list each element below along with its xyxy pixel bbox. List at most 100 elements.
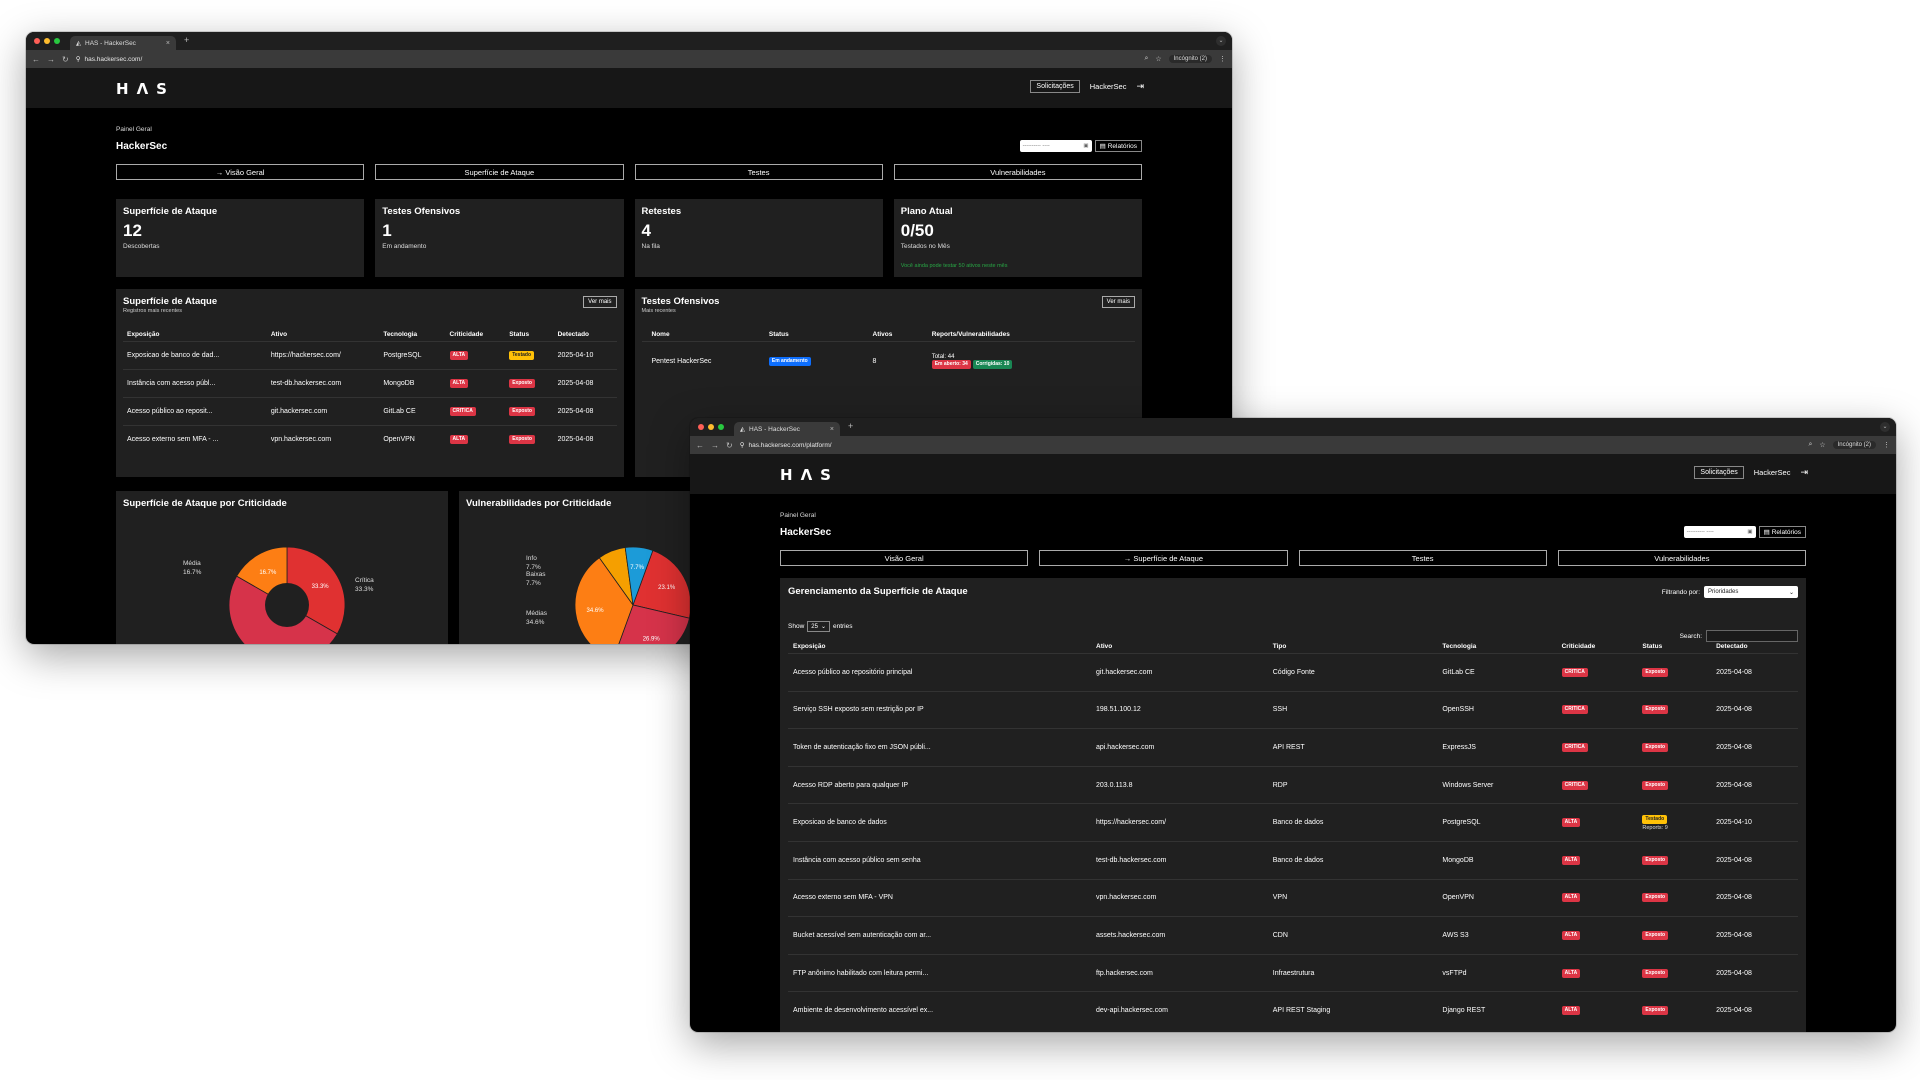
tests-table: Nome Status Ativos Reports/Vulnerabilidades… xyxy=(642,328,1136,382)
tab-vulnerabilidades[interactable]: Vulnerabilidades xyxy=(1558,550,1806,566)
table-row[interactable]: Acesso RDP aberto para qualquer IP 203.0.… xyxy=(788,766,1798,804)
detected-cell: 2025-04-08 xyxy=(1711,879,1798,917)
favicon-icon: ◭ xyxy=(740,425,745,433)
forward-icon[interactable]: → xyxy=(711,441,719,450)
table-row[interactable]: Acesso externo sem MFA - ... vpn.hackerse… xyxy=(123,426,617,454)
reports-button[interactable]: ▤ Relatórios xyxy=(1095,140,1142,152)
tab-search-icon[interactable]: ⌄ xyxy=(1880,422,1890,432)
table-row[interactable]: Instância com acesso público sem senha te… xyxy=(788,841,1798,879)
date-input[interactable]: ---------- ---- ▣ xyxy=(1020,140,1092,152)
close-window-button[interactable] xyxy=(34,38,40,44)
url-field[interactable]: ⚲ has.hackersec.com/platform/ xyxy=(740,439,1802,451)
detected-cell: 2025-04-10 xyxy=(554,342,617,370)
browser-tab[interactable]: ◭ HAS - HackerSec × xyxy=(70,36,176,50)
solicitacoes-button[interactable]: Solicitações xyxy=(1030,80,1079,93)
search-input[interactable] xyxy=(1706,630,1798,642)
tech-cell: OpenSSH xyxy=(1437,691,1556,729)
table-row[interactable]: Bucket acessível sem autenticação com ar… xyxy=(788,917,1798,955)
type-cell: SSH xyxy=(1268,691,1438,729)
tab-superficie-ataque[interactable]: → Superfície de Ataque xyxy=(1039,550,1287,566)
logout-icon[interactable]: ⇥ xyxy=(1136,81,1144,92)
ver-mais-button[interactable]: Ver mais xyxy=(1102,296,1135,308)
maximize-window-button[interactable] xyxy=(718,424,724,430)
ver-mais-button[interactable]: Ver mais xyxy=(583,296,616,308)
reload-icon[interactable]: ↻ xyxy=(62,55,69,64)
slice-value-label: 33.3% xyxy=(312,584,330,590)
url-field[interactable]: ⚲ has.hackersec.com/ xyxy=(76,53,1138,65)
filter-select[interactable]: Prioridades ⌄ xyxy=(1704,586,1798,598)
tab-testes[interactable]: Testes xyxy=(635,164,883,180)
date-input[interactable]: ---------- ---- ▣ xyxy=(1684,526,1756,538)
zoom-icon[interactable]: ⌕ xyxy=(1144,55,1148,63)
tab-testes[interactable]: Testes xyxy=(1299,550,1547,566)
menu-dots-icon[interactable]: ⋮ xyxy=(1883,441,1890,449)
bookmark-star-icon[interactable]: ☆ xyxy=(1155,55,1161,63)
tab-vulnerabilidades[interactable]: Vulnerabilidades xyxy=(894,164,1142,180)
solicitacoes-button[interactable]: Solicitações xyxy=(1694,466,1743,479)
incognito-badge[interactable]: Incógnito (2) xyxy=(1169,55,1212,63)
table-row[interactable]: Pentest HackerSec Em andamento 8 Total: … xyxy=(642,342,1136,382)
tech-cell: GitLab CE xyxy=(379,398,445,426)
detected-cell: 2025-04-08 xyxy=(554,370,617,398)
user-name[interactable]: HackerSec xyxy=(1090,82,1127,91)
card-value: 0/50 xyxy=(901,221,1135,241)
table-row[interactable]: Exposicao de banco de dados https://hacke… xyxy=(788,804,1798,842)
forward-icon[interactable]: → xyxy=(47,55,55,64)
minimize-window-button[interactable] xyxy=(708,424,714,430)
new-tab-icon[interactable]: + xyxy=(184,35,189,45)
status-badge: Exposto xyxy=(1642,893,1668,902)
status-badge: Testado xyxy=(1642,815,1667,824)
criticality-badge: ALTA xyxy=(1562,856,1581,865)
card-current-plan: Plano Atual 0/50 Testados no Mês Você ai… xyxy=(894,199,1142,277)
tab-search-icon[interactable]: ⌄ xyxy=(1216,36,1226,46)
pie-outer-label: Médias xyxy=(526,610,548,617)
reports-count: Reports: 9 xyxy=(1642,825,1706,831)
table-row[interactable]: Serviço SSH exposto sem restrição por IP… xyxy=(788,691,1798,729)
exposure-cell: Bucket acessível sem autenticação com ar… xyxy=(788,917,1091,955)
tab-superficie-ataque[interactable]: Superfície de Ataque xyxy=(375,164,623,180)
chevron-down-icon: ⌄ xyxy=(1789,589,1794,596)
menu-dots-icon[interactable]: ⋮ xyxy=(1219,55,1226,63)
user-name[interactable]: HackerSec xyxy=(1754,468,1791,477)
exposure-cell: Serviço SSH exposto sem restrição por IP xyxy=(788,691,1091,729)
page-length-select[interactable]: 25 ⌄ xyxy=(807,621,830,632)
reload-icon[interactable]: ↻ xyxy=(726,441,733,450)
table-row[interactable]: Acesso público ao repositório principal g… xyxy=(788,654,1798,692)
detected-cell: 2025-04-08 xyxy=(554,426,617,454)
site-info-icon[interactable]: ⚲ xyxy=(740,441,745,449)
bookmark-star-icon[interactable]: ☆ xyxy=(1819,441,1825,449)
table-row[interactable]: Token de autenticação fixo em JSON públi… xyxy=(788,729,1798,767)
open-badge: Em aberto: 34 xyxy=(932,360,971,369)
zoom-icon[interactable]: ⌕ xyxy=(1808,441,1812,449)
new-tab-icon[interactable]: + xyxy=(848,421,853,431)
table-row[interactable]: Exposicao de banco de dad... https://hack… xyxy=(123,342,617,370)
close-tab-icon[interactable]: × xyxy=(166,40,170,47)
minimize-window-button[interactable] xyxy=(44,38,50,44)
incognito-badge[interactable]: Incógnito (2) xyxy=(1833,441,1876,449)
exposure-cell: Acesso externo sem MFA - VPN xyxy=(788,879,1091,917)
table-row[interactable]: Instância com acesso públ... test-db.hack… xyxy=(123,370,617,398)
asset-cell: test-db.hackersec.com xyxy=(267,370,380,398)
table-row[interactable]: Acesso público ao reposit... git.hackerse… xyxy=(123,398,617,426)
asset-cell: 198.51.100.12 xyxy=(1091,691,1268,729)
table-row[interactable]: Ambiente de desenvolvimento acessível ex… xyxy=(788,992,1798,1030)
page-length-control: Show 25 ⌄ entries xyxy=(788,621,1798,632)
url-text: has.hackersec.com/platform/ xyxy=(748,442,831,449)
close-tab-icon[interactable]: × xyxy=(830,426,834,433)
logout-icon[interactable]: ⇥ xyxy=(1800,467,1808,478)
browser-tab[interactable]: ◭ HAS - HackerSec × xyxy=(734,422,840,436)
reports-button[interactable]: ▤ Relatórios xyxy=(1759,526,1806,538)
table-row[interactable]: FTP anônimo habilitado com leitura permi… xyxy=(788,954,1798,992)
back-icon[interactable]: ← xyxy=(32,55,40,64)
table-row[interactable]: Acesso externo sem MFA - VPN vpn.hackerse… xyxy=(788,879,1798,917)
tab-visao-geral[interactable]: → Visão Geral xyxy=(116,164,364,180)
pie-chart-surface: 33.3%16.7%Crítica33.3%Média16.7% xyxy=(123,515,441,644)
site-info-icon[interactable]: ⚲ xyxy=(76,55,81,63)
tab-visao-geral[interactable]: Visão Geral xyxy=(780,550,1028,566)
close-window-button[interactable] xyxy=(698,424,704,430)
back-icon[interactable]: ← xyxy=(696,441,704,450)
maximize-window-button[interactable] xyxy=(54,38,60,44)
